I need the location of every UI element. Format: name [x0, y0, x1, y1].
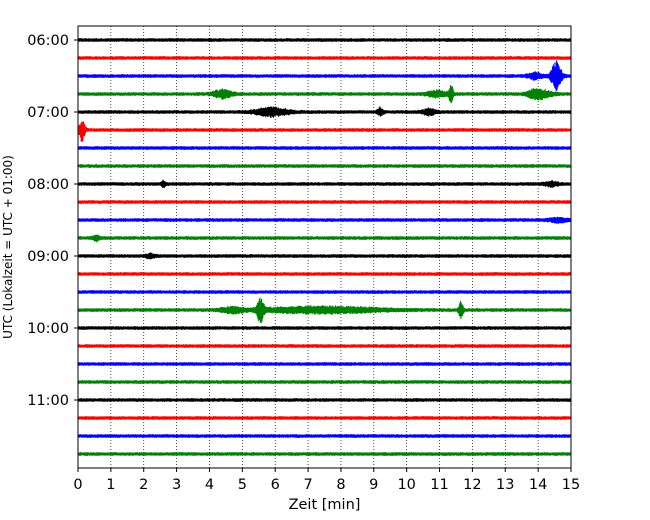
x-tick-label: 0 — [73, 477, 82, 493]
trace-0645 — [77, 85, 572, 104]
y-tick-label: 07:00 — [27, 105, 69, 121]
x-tick-label: 8 — [336, 477, 345, 493]
x-axis-title: Zeit [min] — [289, 497, 361, 513]
trace-1000 — [77, 326, 572, 330]
y-tick-label: 08:00 — [27, 177, 69, 193]
trace-0945 — [77, 297, 572, 324]
trace-0715 — [77, 121, 572, 143]
trace-0830 — [77, 216, 572, 224]
y-tick-label: 06:00 — [27, 33, 69, 49]
trace-1115 — [77, 416, 572, 420]
y-axis-title: UTC (Lokalzeit = UTC + 01:00) — [1, 155, 15, 339]
x-tick-label: 13 — [496, 477, 514, 493]
trace-0600 — [77, 38, 572, 42]
x-tick-label: 3 — [172, 477, 181, 493]
plot-background — [78, 26, 571, 468]
trace-0930 — [77, 290, 572, 294]
y-tick-label: 09:00 — [27, 249, 69, 265]
trace-1045 — [77, 380, 572, 384]
x-tick-label: 5 — [238, 477, 247, 493]
trace-1100 — [77, 398, 572, 402]
x-axis-ticks: 0 1 2 3 4 5 6 7 8 9 10 11 12 13 14 15 — [73, 468, 580, 493]
trace-1130 — [77, 434, 572, 438]
x-tick-label: 2 — [139, 477, 148, 493]
trace-0700 — [77, 106, 572, 118]
x-tick-label: 12 — [463, 477, 481, 493]
x-tick-label: 7 — [303, 477, 312, 493]
trace-0915 — [77, 272, 572, 276]
plot-frame — [77, 25, 572, 469]
trace-0845 — [77, 234, 572, 243]
x-tick-label: 1 — [106, 477, 115, 493]
trace-0815 — [77, 200, 572, 204]
x-tick-label: 11 — [430, 477, 448, 493]
seismic-traces — [77, 38, 572, 456]
trace-0615 — [77, 56, 572, 60]
trace-0900 — [77, 252, 572, 260]
trace-0730 — [77, 146, 572, 150]
y-axis-ticks: 06:00 07:00 08:00 09:00 10:00 11:00 — [27, 33, 78, 409]
trace-1015 — [77, 344, 572, 348]
y-tick-label: 11:00 — [27, 393, 69, 409]
trace-0745 — [77, 164, 572, 168]
x-tick-label: 9 — [369, 477, 378, 493]
x-tick-label: 6 — [271, 477, 280, 493]
trace-1030 — [77, 362, 572, 366]
trace-1145 — [77, 452, 572, 456]
trace-0630 — [77, 60, 572, 92]
x-tick-label: 14 — [529, 477, 547, 493]
y-tick-label: 10:00 — [27, 321, 69, 337]
x-tick-label: 10 — [397, 477, 415, 493]
x-tick-label: 4 — [205, 477, 214, 493]
x-tick-label: 15 — [562, 477, 580, 493]
trace-0800 — [77, 179, 572, 189]
